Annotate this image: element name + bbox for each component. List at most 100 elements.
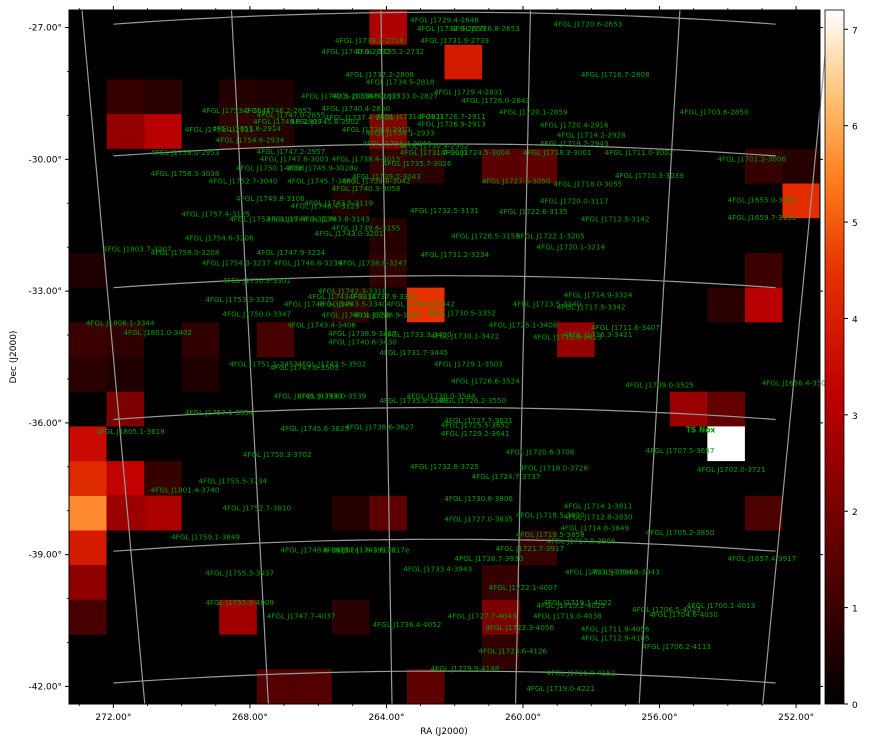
source-label: 4FGL J1736.4-4052 bbox=[373, 620, 442, 629]
source-label: 4FGL J1805.1-3618 bbox=[96, 427, 165, 436]
source-label: 4FGL J1716.7-2808 bbox=[581, 70, 650, 79]
counts-pixel bbox=[69, 565, 107, 600]
source-label: 4FGL J1737.4-2905 bbox=[325, 113, 394, 122]
source-label: 4FGL J1748.8-3915 bbox=[280, 545, 349, 554]
source-label: 4FGL J1722.6-3135 bbox=[499, 207, 568, 216]
source-label: 4FGL J1656.4-3509 bbox=[762, 379, 831, 388]
source-label: 4FGL J1745.6-2902 bbox=[291, 117, 360, 126]
source-label: 4FGL J1726.6-3524 bbox=[451, 376, 520, 385]
source-label: 4FGL J1707.5-3657 bbox=[646, 446, 715, 455]
source-label: 4FGL J1732.8-3725 bbox=[410, 462, 479, 471]
source-label: 4FGL J1724.7-3737 bbox=[472, 472, 541, 481]
source-label: 4FGL J1729.2-3641 bbox=[441, 429, 510, 438]
source-label: 4FGL J1752.1-3139 bbox=[229, 215, 298, 224]
source-label: 4FGL J1704.6-4030 bbox=[649, 610, 718, 619]
source-label: 4FGL J1734.1-2933 bbox=[366, 129, 435, 138]
counts-pixel bbox=[557, 322, 595, 357]
counts-pixel bbox=[482, 599, 520, 635]
source-label: 4FGL J1742.5-2833 bbox=[301, 92, 370, 101]
counts-pixel bbox=[69, 530, 107, 566]
counts-pixel bbox=[482, 565, 520, 600]
source-label: 4FGL J1720.1-3214 bbox=[536, 242, 605, 251]
counts-pixel bbox=[256, 114, 295, 149]
source-label: 4FGL J1712.8-3830 bbox=[564, 513, 633, 522]
source-label: 4FGL J1758.0-2953 bbox=[151, 148, 220, 157]
colorbar: 0 1 2 3 4 5 6 7 bbox=[824, 9, 858, 711]
source-label: 4FGL J1706.5-4023 bbox=[632, 605, 701, 614]
skymap-plot-area: 4FGL J1729.4-2646 4FGL J1720.6-2653 4FGL J… bbox=[68, 9, 831, 705]
source-label: 4FGL J1718.8-3413 bbox=[533, 332, 602, 341]
counts-pixel bbox=[69, 461, 107, 496]
meridian-line bbox=[81, 9, 146, 705]
source-label: 4FGL J1747.0-3503 bbox=[270, 363, 339, 372]
y-axis-ticks: -27.00° -30.00° -33.00° -36.00° -39.00° -42.0… bbox=[28, 24, 823, 692]
source-label: 4FGL J1730.5-3352 bbox=[427, 308, 496, 317]
source-markers: 4FGL J1729.4-2646 4FGL J1720.6-2653 4FGL J… bbox=[86, 15, 831, 693]
source-label: 4FGL J1736.9-3357 bbox=[352, 310, 421, 319]
source-label: 4FGL J1739.2-2718 bbox=[335, 36, 404, 45]
source-label: 4FGL J1733.8-3342 bbox=[386, 299, 455, 308]
source-label: 4FGL J1700.1-4013 bbox=[687, 601, 756, 610]
counts-pixel bbox=[482, 148, 520, 184]
source-label: 4FGL J1702.0-3721 bbox=[697, 465, 766, 474]
source-label: 4FGL J1747.8-3003 bbox=[260, 155, 329, 164]
source-label: 4FGL J1747.0-2855 bbox=[257, 111, 326, 120]
source-label: 4FGL J1724.5-3004 bbox=[441, 148, 510, 157]
counts-pixel bbox=[519, 530, 558, 566]
counts-pixel bbox=[482, 634, 520, 670]
source-label: 4FGL J1751.1-2911 bbox=[185, 125, 254, 134]
source-label: 4FGL J1655.0-3101 bbox=[728, 195, 797, 204]
source-label: 4FGL J1729.4-2646 bbox=[410, 15, 479, 24]
counts-pixel bbox=[256, 79, 295, 115]
counts-pixel bbox=[69, 426, 107, 462]
source-label: 4FGL J1746.8-3239 bbox=[274, 259, 343, 268]
source-label: 4FGL J1714.9-3324 bbox=[564, 291, 633, 300]
colorbar-tick-label: 7 bbox=[852, 26, 858, 36]
counts-pixel bbox=[106, 357, 145, 392]
source-label: 4FGL J1737.2-2808 bbox=[345, 70, 414, 79]
counts-pixel bbox=[444, 44, 483, 80]
source-label: 4FGL J1733.0-2827 bbox=[369, 92, 438, 101]
source-label: 4FGL J1740.3-3058 bbox=[332, 184, 401, 193]
source-label: 4FGL J1751.1-3453 bbox=[229, 360, 298, 369]
meridian-line bbox=[638, 9, 681, 705]
y-tick-label: -30.00° bbox=[28, 155, 62, 165]
counts-map-pixels bbox=[69, 10, 820, 704]
source-label: 4FGL J1750.3-3702 bbox=[243, 450, 312, 459]
x-tick-label: 252.00° bbox=[778, 713, 814, 723]
source-label: 4FGL J1720.6-2653 bbox=[554, 20, 623, 29]
source-label: 4FGL J1706.2-4113 bbox=[642, 642, 711, 651]
parallel-line bbox=[113, 406, 776, 421]
counts-pixel bbox=[219, 599, 257, 635]
meridian-line bbox=[380, 9, 393, 705]
counts-pixel bbox=[69, 495, 107, 531]
parallel-line bbox=[113, 143, 776, 157]
source-label: 4FGL J1723.6-4126 bbox=[478, 646, 547, 655]
parallel-line bbox=[113, 670, 776, 684]
source-label: 4FGL J1735.8-3548 bbox=[379, 396, 448, 405]
source-label: 4FGL J1759.1-3849 bbox=[171, 532, 240, 541]
source-label: 4FGL J1733.4-3943 bbox=[403, 564, 472, 573]
source-label: 4FGL J1659.7-3131 bbox=[728, 213, 797, 222]
source-label: 4FGL J1726.2-3550 bbox=[437, 396, 506, 405]
source-label: 4FGL J1705.2-3850 bbox=[646, 528, 715, 537]
x-axis-title: RA (J2000) bbox=[420, 727, 468, 737]
counts-pixel bbox=[144, 79, 182, 115]
source-label: 4FGL J1739.6-3155 bbox=[332, 223, 401, 232]
source-label: 4FGL J1726.0-2843 bbox=[461, 96, 530, 105]
y-tick-label: -39.00° bbox=[28, 551, 62, 561]
source-label: 4FGL J1750.0-3347 bbox=[222, 310, 291, 319]
source-label: 4FGL J1738.9-3417 bbox=[328, 329, 397, 338]
source-label: 4FGL J1714.2-2928 bbox=[557, 130, 626, 139]
source-label: 4FGL J1731.7-3445 bbox=[379, 348, 448, 357]
source-label: 4FGL J1743.5-3502 bbox=[297, 360, 366, 369]
y-tick-label: -36.00° bbox=[28, 419, 62, 429]
source-label: 4FGL J1714.1-3811 bbox=[564, 502, 633, 511]
source-label: 4FGL J1726.7-2911 bbox=[417, 112, 486, 121]
source-label: 4FGL J1717.8-3906 bbox=[547, 537, 616, 546]
source-label: 4FGL J1734.4-2944 bbox=[362, 139, 431, 148]
source-label: 4FGL J1743.7-3314 bbox=[308, 292, 377, 301]
source-label: 4FGL J1727.7-3621 bbox=[444, 416, 513, 425]
source-label: 4FGL J1745.7-3043 bbox=[287, 177, 356, 186]
